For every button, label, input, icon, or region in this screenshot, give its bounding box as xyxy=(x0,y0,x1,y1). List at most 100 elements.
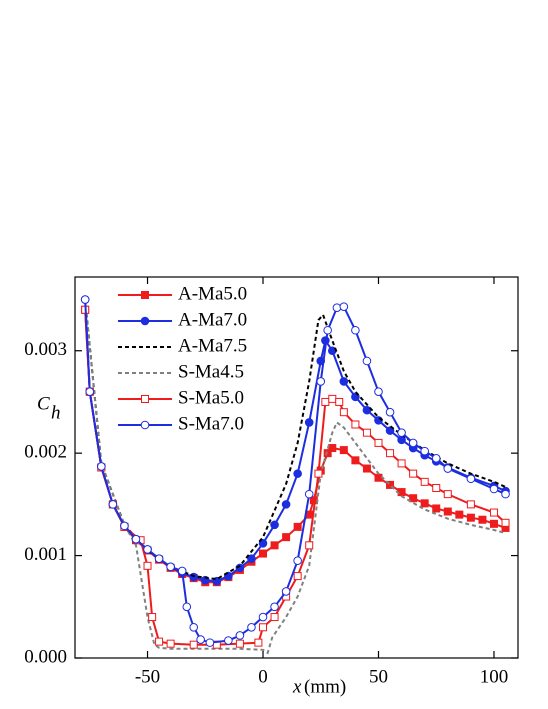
marker xyxy=(293,469,302,478)
marker xyxy=(466,513,475,522)
marker xyxy=(259,549,268,558)
series-line xyxy=(84,299,506,655)
marker xyxy=(339,377,349,386)
marker xyxy=(316,377,326,386)
marker xyxy=(108,500,118,509)
marker xyxy=(258,612,268,622)
series-line xyxy=(84,309,506,584)
marker xyxy=(281,587,291,596)
marker xyxy=(247,554,256,563)
legend-label: A-Ma5.0 xyxy=(178,283,247,304)
marker xyxy=(385,407,395,417)
marker xyxy=(386,480,395,489)
marker xyxy=(374,438,383,447)
marker xyxy=(328,394,337,403)
marker xyxy=(259,623,268,632)
marker xyxy=(166,639,175,648)
marker xyxy=(304,489,314,499)
x-label-var: x xyxy=(292,676,302,697)
marker xyxy=(420,446,429,456)
y-tick-label: 0.002 xyxy=(24,442,67,463)
marker xyxy=(323,325,332,335)
marker xyxy=(247,622,256,632)
marker xyxy=(466,500,475,509)
x-tick-label: 0 xyxy=(258,666,268,687)
x-tick-label: -50 xyxy=(135,666,160,687)
marker xyxy=(397,428,406,437)
marker xyxy=(189,622,199,632)
marker xyxy=(374,387,383,397)
marker xyxy=(489,519,498,528)
marker xyxy=(374,473,383,482)
marker xyxy=(443,507,452,516)
marker xyxy=(305,541,314,550)
marker xyxy=(97,462,106,471)
marker xyxy=(443,490,452,499)
marker xyxy=(335,397,344,406)
marker xyxy=(339,446,348,455)
marker xyxy=(154,554,164,563)
plot-frame xyxy=(74,276,519,659)
marker xyxy=(141,291,149,299)
marker xyxy=(489,508,498,517)
y-tick-label: 0.001 xyxy=(24,544,67,565)
series-line xyxy=(84,299,506,581)
marker xyxy=(362,405,372,415)
marker xyxy=(431,453,441,463)
marker xyxy=(196,635,205,644)
legend-label: S-Ma5.0 xyxy=(178,387,244,408)
marker xyxy=(205,638,215,647)
marker xyxy=(351,325,360,335)
marker xyxy=(224,636,233,645)
marker xyxy=(85,387,95,397)
y-label-sub: h xyxy=(51,402,61,423)
marker xyxy=(281,500,291,509)
marker xyxy=(182,602,192,612)
marker xyxy=(339,302,349,312)
x-label-unit: (mm) xyxy=(304,676,346,697)
marker xyxy=(80,295,90,304)
marker xyxy=(235,639,244,648)
legend-label: S-Ma4.5 xyxy=(178,361,244,382)
marker xyxy=(397,488,406,497)
marker xyxy=(409,469,418,478)
marker xyxy=(140,420,150,430)
marker xyxy=(455,510,464,519)
marker xyxy=(362,464,371,473)
marker xyxy=(189,572,199,582)
marker xyxy=(270,520,279,530)
marker xyxy=(131,534,141,544)
series-line xyxy=(84,299,506,583)
marker xyxy=(323,449,332,458)
marker xyxy=(351,420,360,429)
marker xyxy=(362,428,371,437)
marker xyxy=(432,504,441,513)
marker xyxy=(351,456,360,465)
plot-area xyxy=(80,295,510,655)
legend-label: S-Ma7.0 xyxy=(178,413,244,434)
marker xyxy=(501,518,510,527)
marker xyxy=(386,449,395,458)
marker xyxy=(304,418,314,427)
marker xyxy=(385,426,395,435)
marker xyxy=(332,303,342,313)
legend-label: A-Ma7.0 xyxy=(178,309,247,330)
marker xyxy=(177,566,187,576)
marker xyxy=(478,515,487,524)
marker xyxy=(140,316,150,326)
marker xyxy=(189,640,198,649)
marker xyxy=(466,474,476,484)
marker xyxy=(258,538,268,548)
y-tick-label: 0.003 xyxy=(24,339,67,360)
marker xyxy=(254,638,263,647)
marker xyxy=(143,561,152,570)
marker xyxy=(148,613,157,622)
marker xyxy=(409,494,418,503)
y-label: C xyxy=(37,393,50,414)
marker xyxy=(155,637,164,646)
marker xyxy=(328,444,337,453)
marker xyxy=(235,631,245,640)
marker xyxy=(314,469,323,478)
marker xyxy=(397,459,406,468)
